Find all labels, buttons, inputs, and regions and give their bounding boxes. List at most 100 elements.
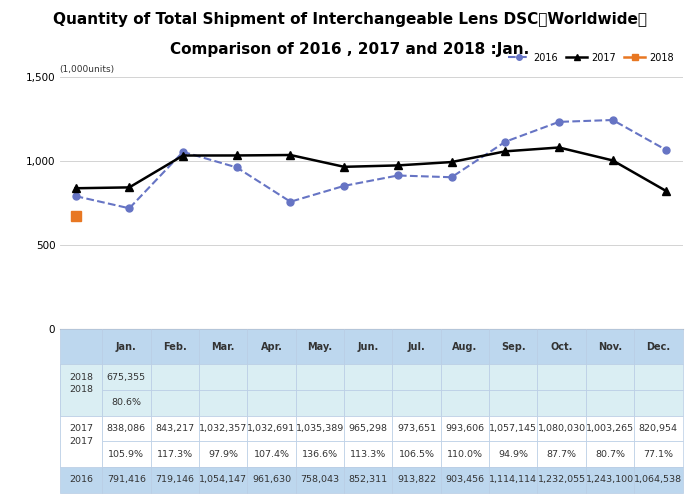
Text: 1,054,147: 1,054,147: [199, 475, 247, 484]
Bar: [102, 390, 150, 415]
Bar: [247, 441, 295, 467]
Text: Apr.: Apr.: [260, 342, 282, 352]
Bar: [393, 390, 441, 415]
Bar: [60, 415, 102, 467]
Bar: [489, 390, 538, 415]
Bar: [60, 390, 102, 415]
Text: 843,217: 843,217: [155, 424, 195, 433]
Bar: [150, 330, 199, 364]
Bar: [538, 330, 586, 364]
Bar: [538, 467, 586, 493]
Text: 1,114,114: 1,114,114: [489, 475, 537, 484]
Text: 913,822: 913,822: [397, 475, 436, 484]
Text: 94.9%: 94.9%: [498, 449, 528, 458]
Bar: [295, 390, 344, 415]
Text: 2018: 2018: [69, 386, 93, 395]
Text: Quantity of Total Shipment of Interchangeable Lens DSC［Worldwide］: Quantity of Total Shipment of Interchang…: [53, 12, 647, 27]
Text: Comparison of 2016 , 2017 and 2018 :Jan.: Comparison of 2016 , 2017 and 2018 :Jan.: [170, 42, 530, 57]
Text: 110.0%: 110.0%: [447, 449, 483, 458]
Text: Jan.: Jan.: [116, 342, 136, 352]
Bar: [247, 390, 295, 415]
Bar: [489, 415, 538, 441]
Bar: [634, 330, 682, 364]
Text: 973,651: 973,651: [397, 424, 436, 433]
Bar: [150, 364, 199, 390]
Text: 106.5%: 106.5%: [398, 449, 435, 458]
Text: 1,243,100: 1,243,100: [586, 475, 634, 484]
Text: 961,630: 961,630: [252, 475, 291, 484]
Bar: [441, 390, 489, 415]
Text: 993,606: 993,606: [445, 424, 484, 433]
Text: Nov.: Nov.: [598, 342, 622, 352]
Text: 107.4%: 107.4%: [253, 449, 290, 458]
Bar: [247, 364, 295, 390]
Text: 2018: 2018: [69, 373, 93, 382]
Bar: [150, 467, 199, 493]
Bar: [538, 364, 586, 390]
Bar: [60, 415, 102, 441]
Text: Feb.: Feb.: [163, 342, 187, 352]
Text: Aug.: Aug.: [452, 342, 477, 352]
Text: Jul.: Jul.: [407, 342, 426, 352]
Bar: [538, 390, 586, 415]
Bar: [247, 415, 295, 441]
Text: 758,043: 758,043: [300, 475, 340, 484]
Bar: [344, 364, 393, 390]
Text: 80.7%: 80.7%: [595, 449, 625, 458]
Bar: [295, 441, 344, 467]
Bar: [344, 330, 393, 364]
Bar: [489, 441, 538, 467]
Text: 117.3%: 117.3%: [157, 449, 193, 458]
Text: 675,355: 675,355: [107, 373, 146, 382]
Bar: [538, 441, 586, 467]
Text: 1,232,055: 1,232,055: [538, 475, 586, 484]
Text: Sep.: Sep.: [501, 342, 526, 352]
Bar: [60, 364, 102, 415]
Bar: [538, 415, 586, 441]
Bar: [586, 441, 634, 467]
Bar: [344, 441, 393, 467]
Bar: [441, 415, 489, 441]
Bar: [199, 415, 247, 441]
Bar: [344, 390, 393, 415]
Text: 903,456: 903,456: [445, 475, 484, 484]
Legend: 2016, 2017, 2018: 2016, 2017, 2018: [505, 49, 678, 66]
Bar: [102, 330, 150, 364]
Bar: [150, 441, 199, 467]
Bar: [344, 467, 393, 493]
Bar: [586, 467, 634, 493]
Text: 113.3%: 113.3%: [350, 449, 386, 458]
Bar: [150, 390, 199, 415]
Text: Jun.: Jun.: [358, 342, 379, 352]
Bar: [60, 364, 102, 390]
Text: 97.9%: 97.9%: [208, 449, 238, 458]
Text: (1,000units): (1,000units): [60, 65, 115, 74]
Bar: [393, 467, 441, 493]
Bar: [441, 441, 489, 467]
Bar: [199, 364, 247, 390]
Text: 2016: 2016: [69, 475, 93, 484]
Bar: [102, 441, 150, 467]
Bar: [489, 364, 538, 390]
Bar: [199, 467, 247, 493]
Bar: [295, 330, 344, 364]
Text: 820,954: 820,954: [639, 424, 678, 433]
Text: 965,298: 965,298: [349, 424, 388, 433]
Text: Mar.: Mar.: [211, 342, 235, 352]
Text: 87.7%: 87.7%: [547, 449, 577, 458]
Text: 80.6%: 80.6%: [111, 398, 141, 407]
Bar: [102, 364, 150, 390]
Bar: [441, 364, 489, 390]
Bar: [60, 441, 102, 467]
Bar: [247, 467, 295, 493]
Text: 1,032,357: 1,032,357: [199, 424, 247, 433]
Bar: [634, 415, 682, 441]
Bar: [634, 441, 682, 467]
Text: 136.6%: 136.6%: [302, 449, 338, 458]
Bar: [586, 364, 634, 390]
Bar: [102, 415, 150, 441]
Bar: [199, 441, 247, 467]
Bar: [60, 467, 102, 493]
Text: 2017: 2017: [69, 424, 93, 433]
Bar: [441, 330, 489, 364]
